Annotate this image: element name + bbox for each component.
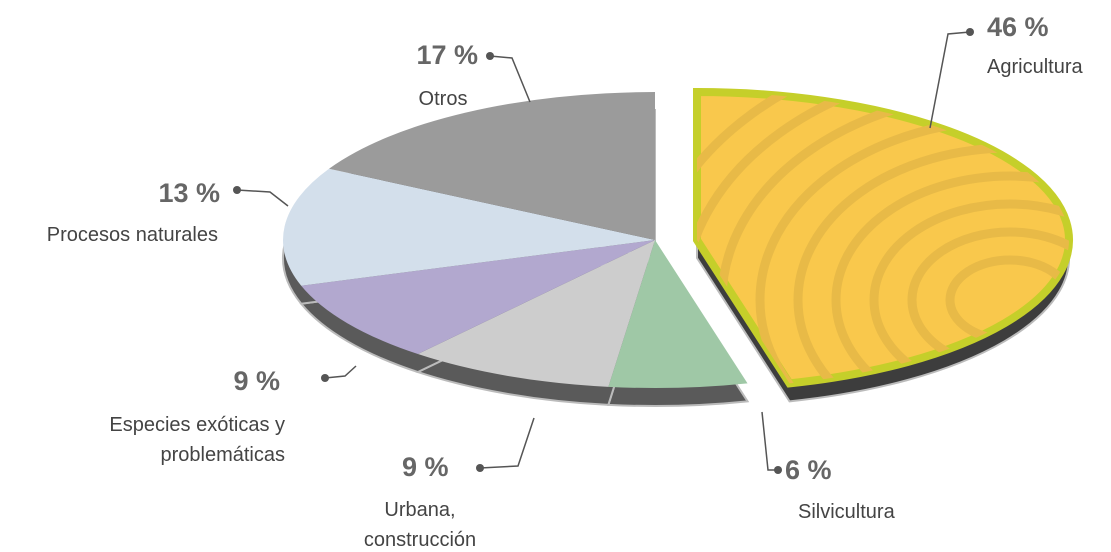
category-label: Otros: [418, 88, 468, 110]
leader-dot: [476, 464, 484, 472]
leader-dot: [966, 28, 974, 36]
leader-line: [324, 365, 357, 379]
leader-dot: [774, 466, 782, 474]
slice: [417, 240, 655, 387]
stripe: [831, 171, 1070, 384]
slice: [608, 240, 748, 389]
leader-line: [761, 411, 778, 471]
stripe: [869, 199, 1070, 384]
value-label: 9 %: [402, 452, 449, 482]
leader-dot: [321, 374, 329, 382]
slice: [283, 168, 655, 286]
leader-line: [489, 55, 531, 103]
category-label: Especies exóticas y problemáticas: [109, 414, 285, 466]
leader-lines: [236, 31, 971, 471]
leader-dot: [486, 52, 494, 60]
category-label: Urbana, construcción: [363, 499, 477, 551]
leader-line: [236, 189, 289, 207]
category-label: Procesos naturales: [46, 224, 218, 246]
slice: [301, 240, 655, 355]
value-label: 6 %: [785, 455, 832, 485]
value-label: 13 %: [158, 178, 220, 208]
leader-line: [929, 31, 971, 129]
category-label: Agricultura: [987, 56, 1083, 78]
value-label: 46 %: [987, 12, 1049, 42]
slice: [329, 92, 655, 240]
leader-dot: [233, 186, 241, 194]
category-label: Silvicultura: [798, 501, 895, 523]
value-label: 9 %: [233, 366, 280, 396]
leader-line: [479, 417, 535, 469]
value-label: 17 %: [416, 40, 478, 70]
leader-dots: [233, 28, 974, 474]
